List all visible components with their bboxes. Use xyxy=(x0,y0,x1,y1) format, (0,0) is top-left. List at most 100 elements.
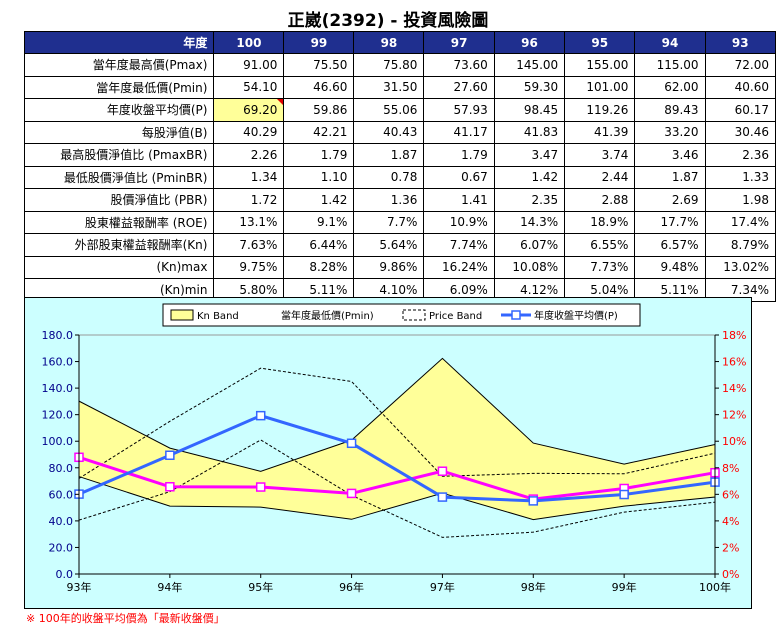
right-axis-tick-label: 2% xyxy=(722,541,739,554)
page-title: 正崴(2392) - 投資風險圖 xyxy=(287,11,489,31)
header-year: 96 xyxy=(493,31,566,54)
table-cell: 41.17 xyxy=(423,120,495,144)
table-cell: 40.60 xyxy=(704,75,776,99)
table-cell: 119.26 xyxy=(564,98,636,122)
table-cell: 2.69 xyxy=(634,188,706,212)
footnote: ※ 100年的收盤平均價為「最新收盤價」 xyxy=(26,612,225,625)
table-cell: 1.79 xyxy=(423,143,495,167)
table-cell: 4.12% xyxy=(493,278,566,302)
header-year: 94 xyxy=(634,31,706,54)
table-cell: 62.00 xyxy=(634,75,706,99)
table-cell: 75.50 xyxy=(283,53,355,77)
table-cell: 10.9% xyxy=(423,210,495,234)
table-cell: 2.36 xyxy=(704,143,776,167)
table-cell: 75.80 xyxy=(353,53,425,77)
header-year-label: 年度 xyxy=(23,31,215,54)
table-cell: 60.17 xyxy=(704,98,776,122)
left-axis-tick-label: 40.0 xyxy=(49,515,74,528)
row-label: 當年度最低價(Pmin) xyxy=(23,75,215,99)
table-cell: 8.79% xyxy=(704,233,776,257)
table-cell: 9.48% xyxy=(634,255,706,279)
table-cell: 57.93 xyxy=(423,98,495,122)
price-avg-line xyxy=(78,414,716,503)
table-cell: 0.67 xyxy=(423,165,495,189)
table-cell: 1.33 xyxy=(704,165,776,189)
kn-point xyxy=(346,488,357,499)
header-year: 99 xyxy=(283,31,355,54)
legend-box xyxy=(162,303,641,327)
left-axis-tick-label: 120.0 xyxy=(42,409,74,422)
table-row: 當年度最低價(Pmin) 54.10 46.60 31.50 27.60 59.30 101… xyxy=(23,75,776,99)
table-cell: 2.26 xyxy=(213,143,285,167)
price-band-upper-line xyxy=(78,367,716,479)
table-cell: 72.00 xyxy=(704,53,776,77)
x-axis-tick-label: 94年 xyxy=(157,580,182,594)
left-axis-tick-label: 80.0 xyxy=(49,462,74,475)
x-axis-tick-label: 100年 xyxy=(699,580,731,594)
table-cell: 17.7% xyxy=(634,210,706,234)
table-cell: 7.63% xyxy=(213,233,285,257)
table-cell: 89.43 xyxy=(634,98,706,122)
left-axis-tick-label: 100.0 xyxy=(42,435,74,448)
table-cell: 55.06 xyxy=(353,98,425,122)
table-cell: 69.20 xyxy=(213,98,285,122)
x-axis-tick-label: 99年 xyxy=(612,580,637,594)
right-axis-tick-label: 12% xyxy=(722,409,746,422)
row-label: 年度收盤平均價(P) xyxy=(23,98,215,122)
price-avg-point xyxy=(346,438,357,449)
table-row: 年度收盤平均價(P) 69.20 59.86 55.06 57.93 98.45 119.2… xyxy=(23,98,776,122)
x-axis-tick-label: 96年 xyxy=(339,580,364,594)
header-year: 98 xyxy=(353,31,425,54)
table-cell: 18.9% xyxy=(564,210,636,234)
table-row: (Kn)max 9.75% 8.28% 9.86% 16.24% 10.08% 7.73% 9… xyxy=(23,255,776,279)
x-axis-tick-label: 97年 xyxy=(430,580,455,594)
table-cell: 30.46 xyxy=(704,120,776,144)
legend-swatch-price-band xyxy=(402,309,426,321)
price-avg-point xyxy=(165,450,175,461)
table-cell: 31.50 xyxy=(353,75,425,99)
table-cell: 1.41 xyxy=(423,188,495,212)
risk-table: 年度 100 99 98 97 96 95 94 93 當年度最高價(Pmax)… xyxy=(23,31,776,302)
left-axis-tick-label: 60.0 xyxy=(49,488,74,501)
table-cell: 9.86% xyxy=(353,255,425,279)
table-cell: 9.75% xyxy=(213,255,285,279)
kn-point xyxy=(255,482,266,492)
table-cell: 33.20 xyxy=(634,120,706,144)
table-cell: 6.07% xyxy=(493,233,566,257)
table-cell: 54.10 xyxy=(213,75,285,99)
table-row: 股東權益報酬率 (ROE) 13.1% 9.1% 7.7% 10.9% 14.3% 18.9… xyxy=(23,210,776,234)
table-cell: 91.00 xyxy=(213,53,285,77)
table-cell: 10.08% xyxy=(493,255,566,279)
table-cell: 7.74% xyxy=(423,233,495,257)
kn-point xyxy=(165,482,175,492)
price-avg-point xyxy=(255,410,266,421)
table-cell: 42.21 xyxy=(283,120,355,144)
table-cell: 40.43 xyxy=(353,120,425,144)
table-cell: 41.83 xyxy=(493,120,566,144)
table-cell: 13.1% xyxy=(213,210,285,234)
table-cell: 73.60 xyxy=(423,53,495,77)
table-cell: 9.1% xyxy=(283,210,355,234)
right-axis-tick-label: 10% xyxy=(722,435,746,448)
table-cell: 6.55% xyxy=(564,233,636,257)
table-row: 最高股價淨值比 (PmaxBR) 2.26 1.79 1.87 1.79 3.47 3.74… xyxy=(23,143,776,167)
right-axis-tick-label: 8% xyxy=(722,462,739,475)
row-label: 當年度最高價(Pmax) xyxy=(23,53,215,77)
table-cell: 8.28% xyxy=(283,255,355,279)
header-year: 93 xyxy=(704,31,776,54)
table-cell: 7.73% xyxy=(564,255,636,279)
table-cell: 1.72 xyxy=(213,188,285,212)
table-row: 股價淨值比 (PBR) 1.72 1.42 1.36 1.41 2.35 2.88 2.69 1… xyxy=(23,188,776,212)
right-axis-tick-label: 6% xyxy=(722,488,739,501)
table-cell: 1.42 xyxy=(283,188,355,212)
right-axis-tick-label: 4% xyxy=(722,515,739,528)
header-year: 95 xyxy=(564,31,636,54)
legend-label-price-avg: 年度收盤平均價(P) xyxy=(534,309,618,322)
table-cell: 6.09% xyxy=(423,278,495,302)
table-cell: 145.00 xyxy=(493,53,566,77)
table-cell: 1.87 xyxy=(353,143,425,167)
table-cell: 2.44 xyxy=(564,165,636,189)
kn-point xyxy=(437,466,448,476)
row-label: 最低股價淨值比 (PminBR) xyxy=(23,165,215,189)
table-cell: 13.02% xyxy=(704,255,776,279)
